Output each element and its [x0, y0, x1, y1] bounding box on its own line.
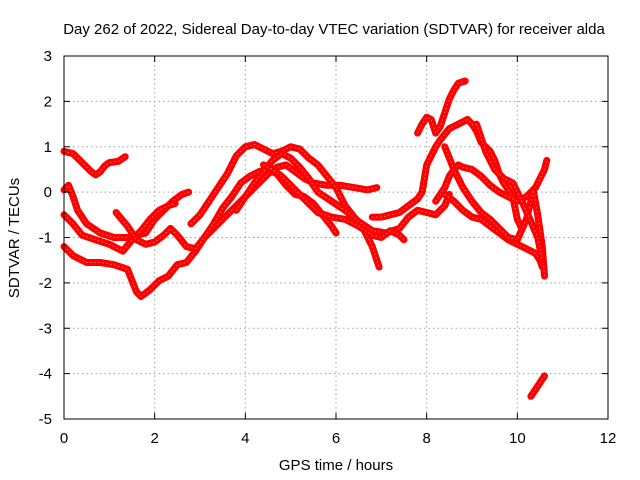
x-tick-label: 10 [509, 430, 526, 447]
y-tick-label: -3 [39, 320, 52, 337]
y-tick-label: 0 [44, 184, 52, 201]
series-arc-14-markers [476, 123, 543, 261]
series-arc-3-markers [63, 203, 176, 252]
y-tick-label: 1 [44, 139, 52, 156]
grid-lines [64, 56, 608, 419]
x-tick-label: 0 [60, 430, 68, 447]
series-arc-15-markers [530, 375, 545, 397]
x-tick-label: 2 [150, 430, 158, 447]
y-tick-label: -1 [39, 230, 52, 247]
series-arc-13-markers [444, 146, 545, 277]
x-axis-label: GPS time / hours [279, 457, 393, 474]
y-axis-label: SDTVAR / TECUs [6, 178, 23, 298]
series-arc-4-markers [63, 164, 378, 297]
x-tick-label: 12 [600, 430, 617, 447]
y-tick-label: 3 [44, 48, 52, 65]
x-tick-label: 4 [241, 430, 249, 447]
series-arc-7-markers [235, 153, 450, 234]
y-tick-label: -5 [39, 411, 52, 428]
y-tick-label: 2 [44, 93, 52, 110]
series-arc-12-markers [444, 194, 543, 268]
series-arc-10 [414, 77, 469, 137]
x-tick-label: 8 [422, 430, 430, 447]
y-tick-label: -4 [39, 366, 52, 383]
series-arc-1 [60, 147, 129, 179]
x-tick-label: 6 [332, 430, 340, 447]
chart-title: Day 262 of 2022, Sidereal Day-to-day VTE… [63, 21, 605, 38]
series-arc-8-markers [263, 164, 405, 241]
y-tick-label: -2 [39, 275, 52, 292]
series-arc-1-markers [63, 150, 126, 176]
series-arc-9-markers [371, 119, 523, 229]
data-traces [60, 77, 551, 400]
series-arc-11-markers [435, 160, 548, 202]
